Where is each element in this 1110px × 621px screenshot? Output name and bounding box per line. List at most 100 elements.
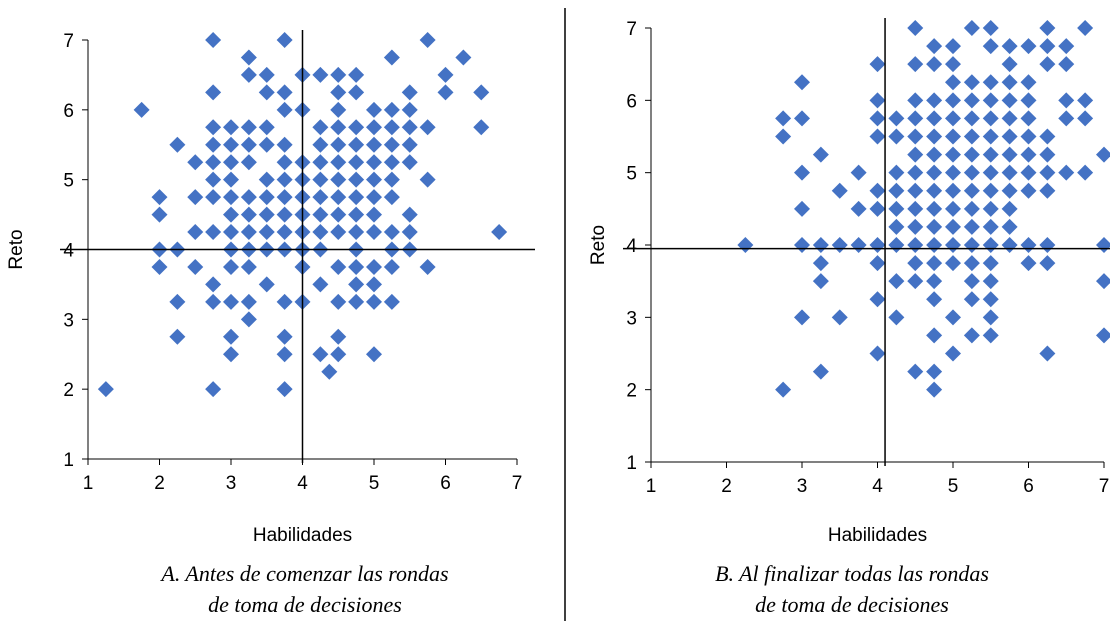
caption-a-line1: A. Antes de comenzar las rondas (159, 561, 448, 586)
data-point (1077, 164, 1094, 181)
data-point (205, 189, 222, 206)
data-point (1096, 273, 1110, 290)
data-point (926, 182, 943, 199)
data-point (850, 164, 867, 181)
data-point (926, 146, 943, 163)
data-point (223, 136, 239, 153)
caption-b-line1: B. Al finalizar todas las rondas (715, 561, 989, 586)
y-tick-label: 6 (63, 101, 74, 122)
data-point (1020, 164, 1037, 181)
data-point (383, 49, 400, 66)
data-point (205, 276, 222, 293)
data-point (401, 206, 418, 223)
data-point (794, 74, 810, 91)
data-point (907, 182, 924, 199)
data-point (205, 119, 222, 136)
y-tick-label: 4 (626, 236, 637, 257)
data-point (926, 110, 943, 127)
x-axis-label: Habilidades (828, 525, 927, 546)
data-point (383, 154, 400, 171)
data-point (926, 38, 943, 55)
data-point (205, 136, 222, 153)
y-axis-label: Reto (588, 225, 609, 265)
data-point (963, 273, 980, 290)
data-point (982, 20, 999, 36)
data-point (223, 189, 239, 206)
data-point (869, 291, 886, 308)
data-point (205, 171, 222, 188)
data-point (330, 346, 347, 363)
data-point (312, 119, 329, 136)
data-point (97, 381, 114, 398)
data-point (907, 200, 924, 217)
x-tick-label: 6 (440, 473, 451, 494)
y-tick-label: 2 (63, 380, 74, 401)
x-tick-label: 4 (872, 476, 883, 497)
data-point (963, 128, 980, 145)
data-point (330, 154, 347, 171)
data-point (276, 381, 293, 398)
data-point (888, 128, 905, 145)
data-point (794, 200, 810, 217)
data-point (794, 110, 810, 127)
data-point (383, 189, 400, 206)
data-point (812, 237, 829, 253)
data-point (1020, 38, 1037, 55)
data-point (963, 146, 980, 163)
data-point (926, 237, 943, 253)
data-point (312, 346, 329, 363)
data-point (812, 273, 829, 290)
data-point (321, 363, 338, 380)
data-point (276, 136, 293, 153)
data-point (455, 49, 472, 66)
data-point (1039, 38, 1056, 55)
data-point (169, 293, 186, 310)
data-point (945, 164, 961, 181)
data-point (401, 154, 418, 171)
data-point (348, 84, 365, 101)
data-point (330, 224, 347, 241)
data-point (963, 182, 980, 199)
data-point (258, 276, 275, 293)
data-point (1001, 200, 1018, 217)
data-point (926, 200, 943, 217)
data-point (151, 206, 168, 223)
data-point (888, 309, 905, 326)
x-tick-label: 5 (369, 473, 380, 494)
data-point (888, 273, 905, 290)
data-point (401, 136, 418, 153)
data-point (982, 200, 999, 217)
data-point (169, 136, 186, 153)
data-point (1039, 128, 1056, 145)
data-point (240, 311, 257, 328)
y-tick-label: 5 (626, 164, 637, 185)
data-point (205, 381, 222, 398)
data-point (1039, 146, 1056, 163)
data-point (330, 171, 347, 188)
data-point (926, 273, 943, 290)
data-point (794, 237, 810, 253)
data-point (366, 276, 382, 293)
data-point (869, 56, 886, 73)
x-tick-label: 5 (948, 476, 959, 497)
data-point (205, 84, 222, 101)
data-point (982, 309, 999, 326)
data-point (1001, 110, 1018, 127)
data-point (366, 293, 382, 310)
data-point (240, 119, 257, 136)
data-point (963, 237, 980, 253)
scatter-panel-b: 1 2 3 4 5 6 7 1 2 3 4 5 6 7 Habilidades Reto (588, 18, 1110, 546)
data-point (982, 128, 999, 145)
data-point (366, 136, 382, 153)
data-point (982, 146, 999, 163)
data-point (888, 237, 905, 253)
x-tick-label: 6 (1023, 476, 1034, 497)
data-point (348, 224, 365, 241)
data-point (982, 110, 999, 127)
data-point (312, 206, 329, 223)
x-tick-label: 7 (1099, 476, 1110, 497)
data-point (348, 276, 365, 293)
data-point (869, 182, 886, 199)
data-point (1096, 327, 1110, 344)
data-point (888, 164, 905, 181)
